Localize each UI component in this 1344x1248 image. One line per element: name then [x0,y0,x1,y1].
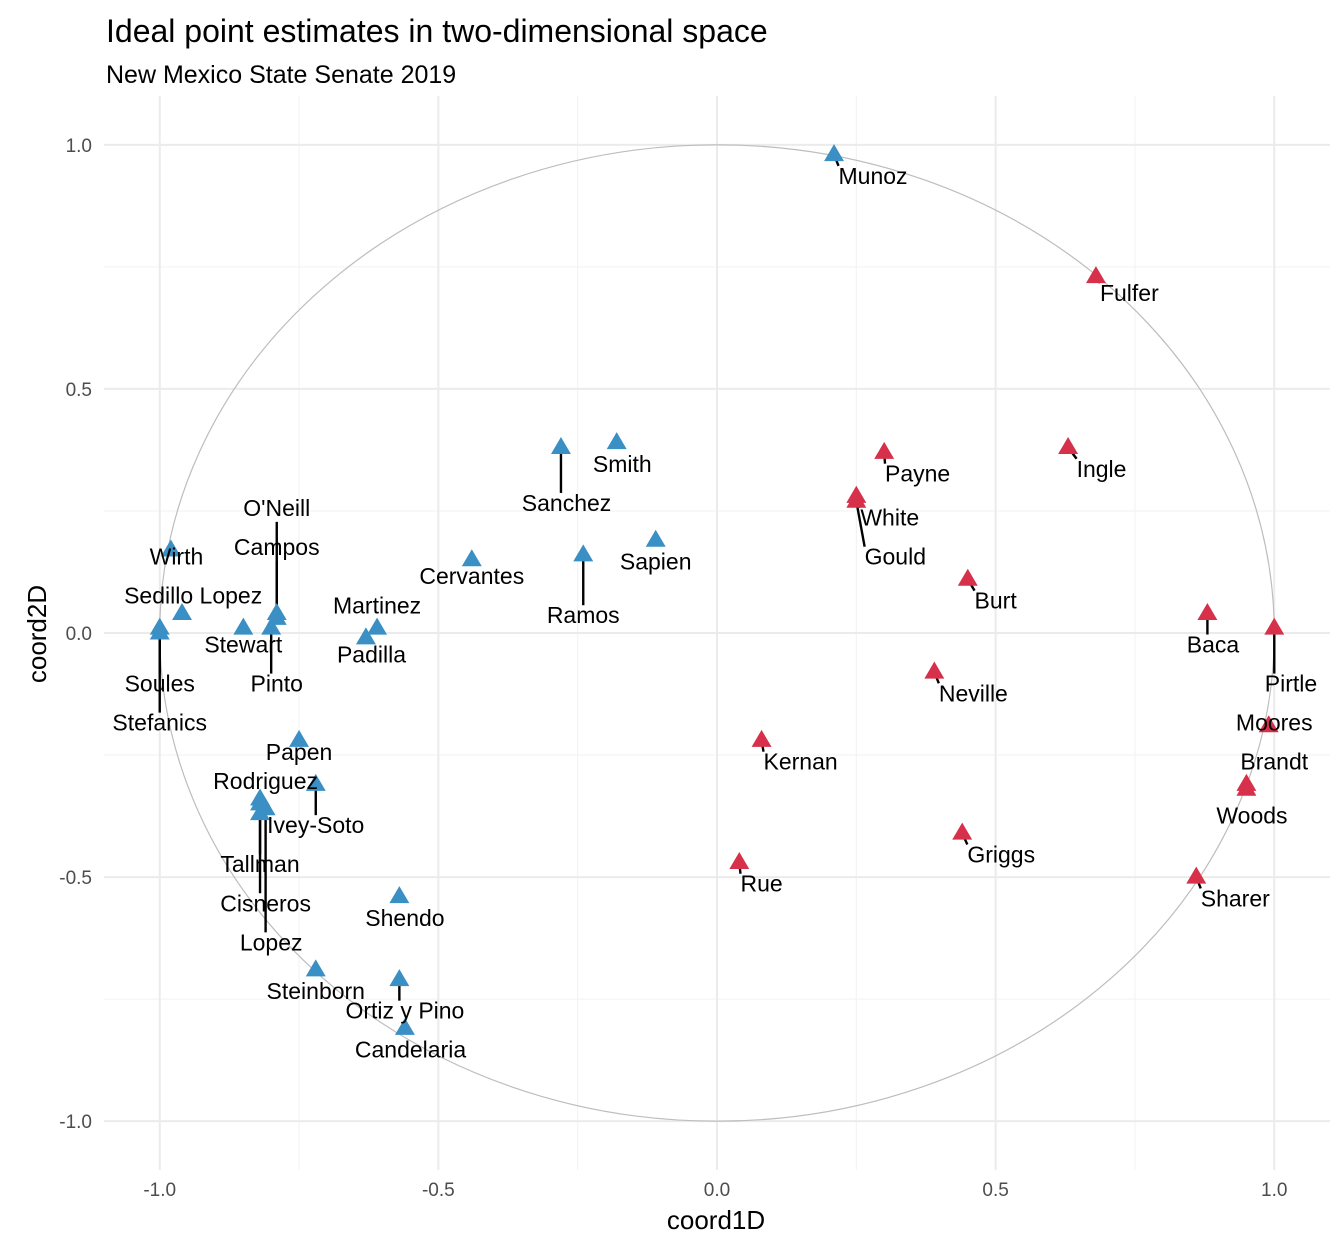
point-label: Soules [125,671,195,697]
point-label: Stefanics [112,710,207,736]
point-marker-rep [924,661,945,679]
point-marker-dem [172,602,192,620]
point-marker-dem [305,773,326,791]
point-marker-dem [289,729,310,747]
point-label: Ivey-Soto [267,812,364,838]
y-tick-label: 0.0 [66,624,92,645]
x-axis-title: coord1D [667,1205,765,1235]
point-label: Campos [234,534,320,560]
point-marker-rep [952,822,973,840]
point-marker-dem [261,617,282,635]
x-tick-label: -1.0 [143,1180,176,1201]
point-marker-rep [1258,715,1279,733]
point-label: Baca [1187,632,1240,658]
y-tick-label: -1.0 [59,1112,92,1133]
y-tick-label: 1.0 [66,136,92,157]
point-label: Wirth [150,544,204,570]
point-label: O'Neill [243,495,310,521]
point-marker-dem [461,549,482,567]
y-tick-label: -0.5 [59,868,92,889]
point-marker-dem [355,627,376,645]
point-marker-rep [1236,778,1257,796]
y-axis-title: coord2D [22,585,52,683]
x-tick-label: 1.0 [1261,1180,1287,1201]
point-label: Tallman [220,851,299,877]
point-label: Ortiz y Pino [345,998,464,1024]
point-label: White [860,505,919,531]
point-label: Fulfer [1100,280,1159,306]
data-points [149,144,1285,1035]
x-tick-label: 0.5 [982,1180,1008,1201]
point-marker-dem [255,798,276,816]
point-marker-rep [729,851,750,869]
point-label: Kernan [764,749,838,775]
point-marker-rep [957,568,978,586]
point-marker-dem [573,544,594,562]
point-label: Steinborn [267,978,365,1004]
point-marker-dem [389,886,410,904]
point-marker-rep [874,441,895,459]
point-label: Sedillo Lopez [124,583,262,609]
point-label: Ramos [547,602,620,628]
grid-lines [104,96,1330,1170]
point-marker-rep [1058,436,1079,455]
point-label: Pirtle [1265,671,1317,697]
point-marker-dem [645,529,666,547]
point-label: Sharer [1201,885,1270,911]
point-label: Rue [740,871,782,897]
y-tick-label: 0.5 [66,380,92,401]
point-marker-rep [1264,617,1285,635]
point-label: Brandt [1240,749,1308,775]
point-label: Cisneros [220,890,311,916]
point-label: Griggs [967,841,1035,867]
point-label: Sanchez [522,490,612,516]
point-label: Lopez [240,929,303,955]
x-tick-label: 0.0 [704,1180,730,1201]
point-label: Woods [1216,802,1287,828]
point-label: Shendo [365,905,444,931]
point-label: Payne [885,461,950,487]
point-label: Papen [266,739,333,765]
y-axis-ticks: -1.0 -0.5 0.0 0.5 1.0 [59,136,92,1133]
x-tick-label: -0.5 [422,1180,455,1201]
leader-line [855,500,866,547]
point-label: Moores [1236,710,1313,736]
point-marker-dem [160,539,181,557]
point-marker-dem [149,622,170,640]
point-label: Munoz [839,163,908,189]
point-label: Ingle [1077,456,1127,482]
point-label: Stewart [204,632,283,658]
x-axis-ticks: -1.0 -0.5 0.0 0.5 1.0 [143,1180,1287,1201]
point-label: Candelaria [355,1037,466,1063]
point-label: Gould [865,544,926,570]
chart-title: Ideal point estimates in two-dimensional… [106,13,768,49]
point-marker-dem [394,1017,415,1035]
point-marker-rep [1085,266,1106,284]
point-marker-rep [1186,866,1207,884]
point-marker-dem [606,432,627,450]
point-label: Neville [939,680,1008,706]
point-label: Smith [593,451,652,477]
point-label: Padilla [337,641,406,667]
point-marker-dem [824,144,845,162]
point-marker-dem [305,959,326,977]
point-label: Cervantes [419,563,524,589]
point-marker-dem [367,617,388,635]
point-marker-dem [389,969,410,987]
point-label: Martinez [333,592,421,618]
point-marker-rep [1197,602,1218,620]
chart-subtitle: New Mexico State Senate 2019 [106,61,456,89]
point-marker-rep [846,490,867,508]
point-labels: Munoz Smith Sanchez Sapien Cervantes Ramos Wir… [112,163,1317,1063]
point-label: Pinto [251,671,303,697]
point-marker-rep [751,729,772,747]
point-label: Sapien [620,549,692,575]
point-label: Burt [975,588,1018,614]
point-label: Rodriguez [213,768,318,794]
point-marker-dem [550,436,571,455]
point-marker-dem [233,617,254,635]
